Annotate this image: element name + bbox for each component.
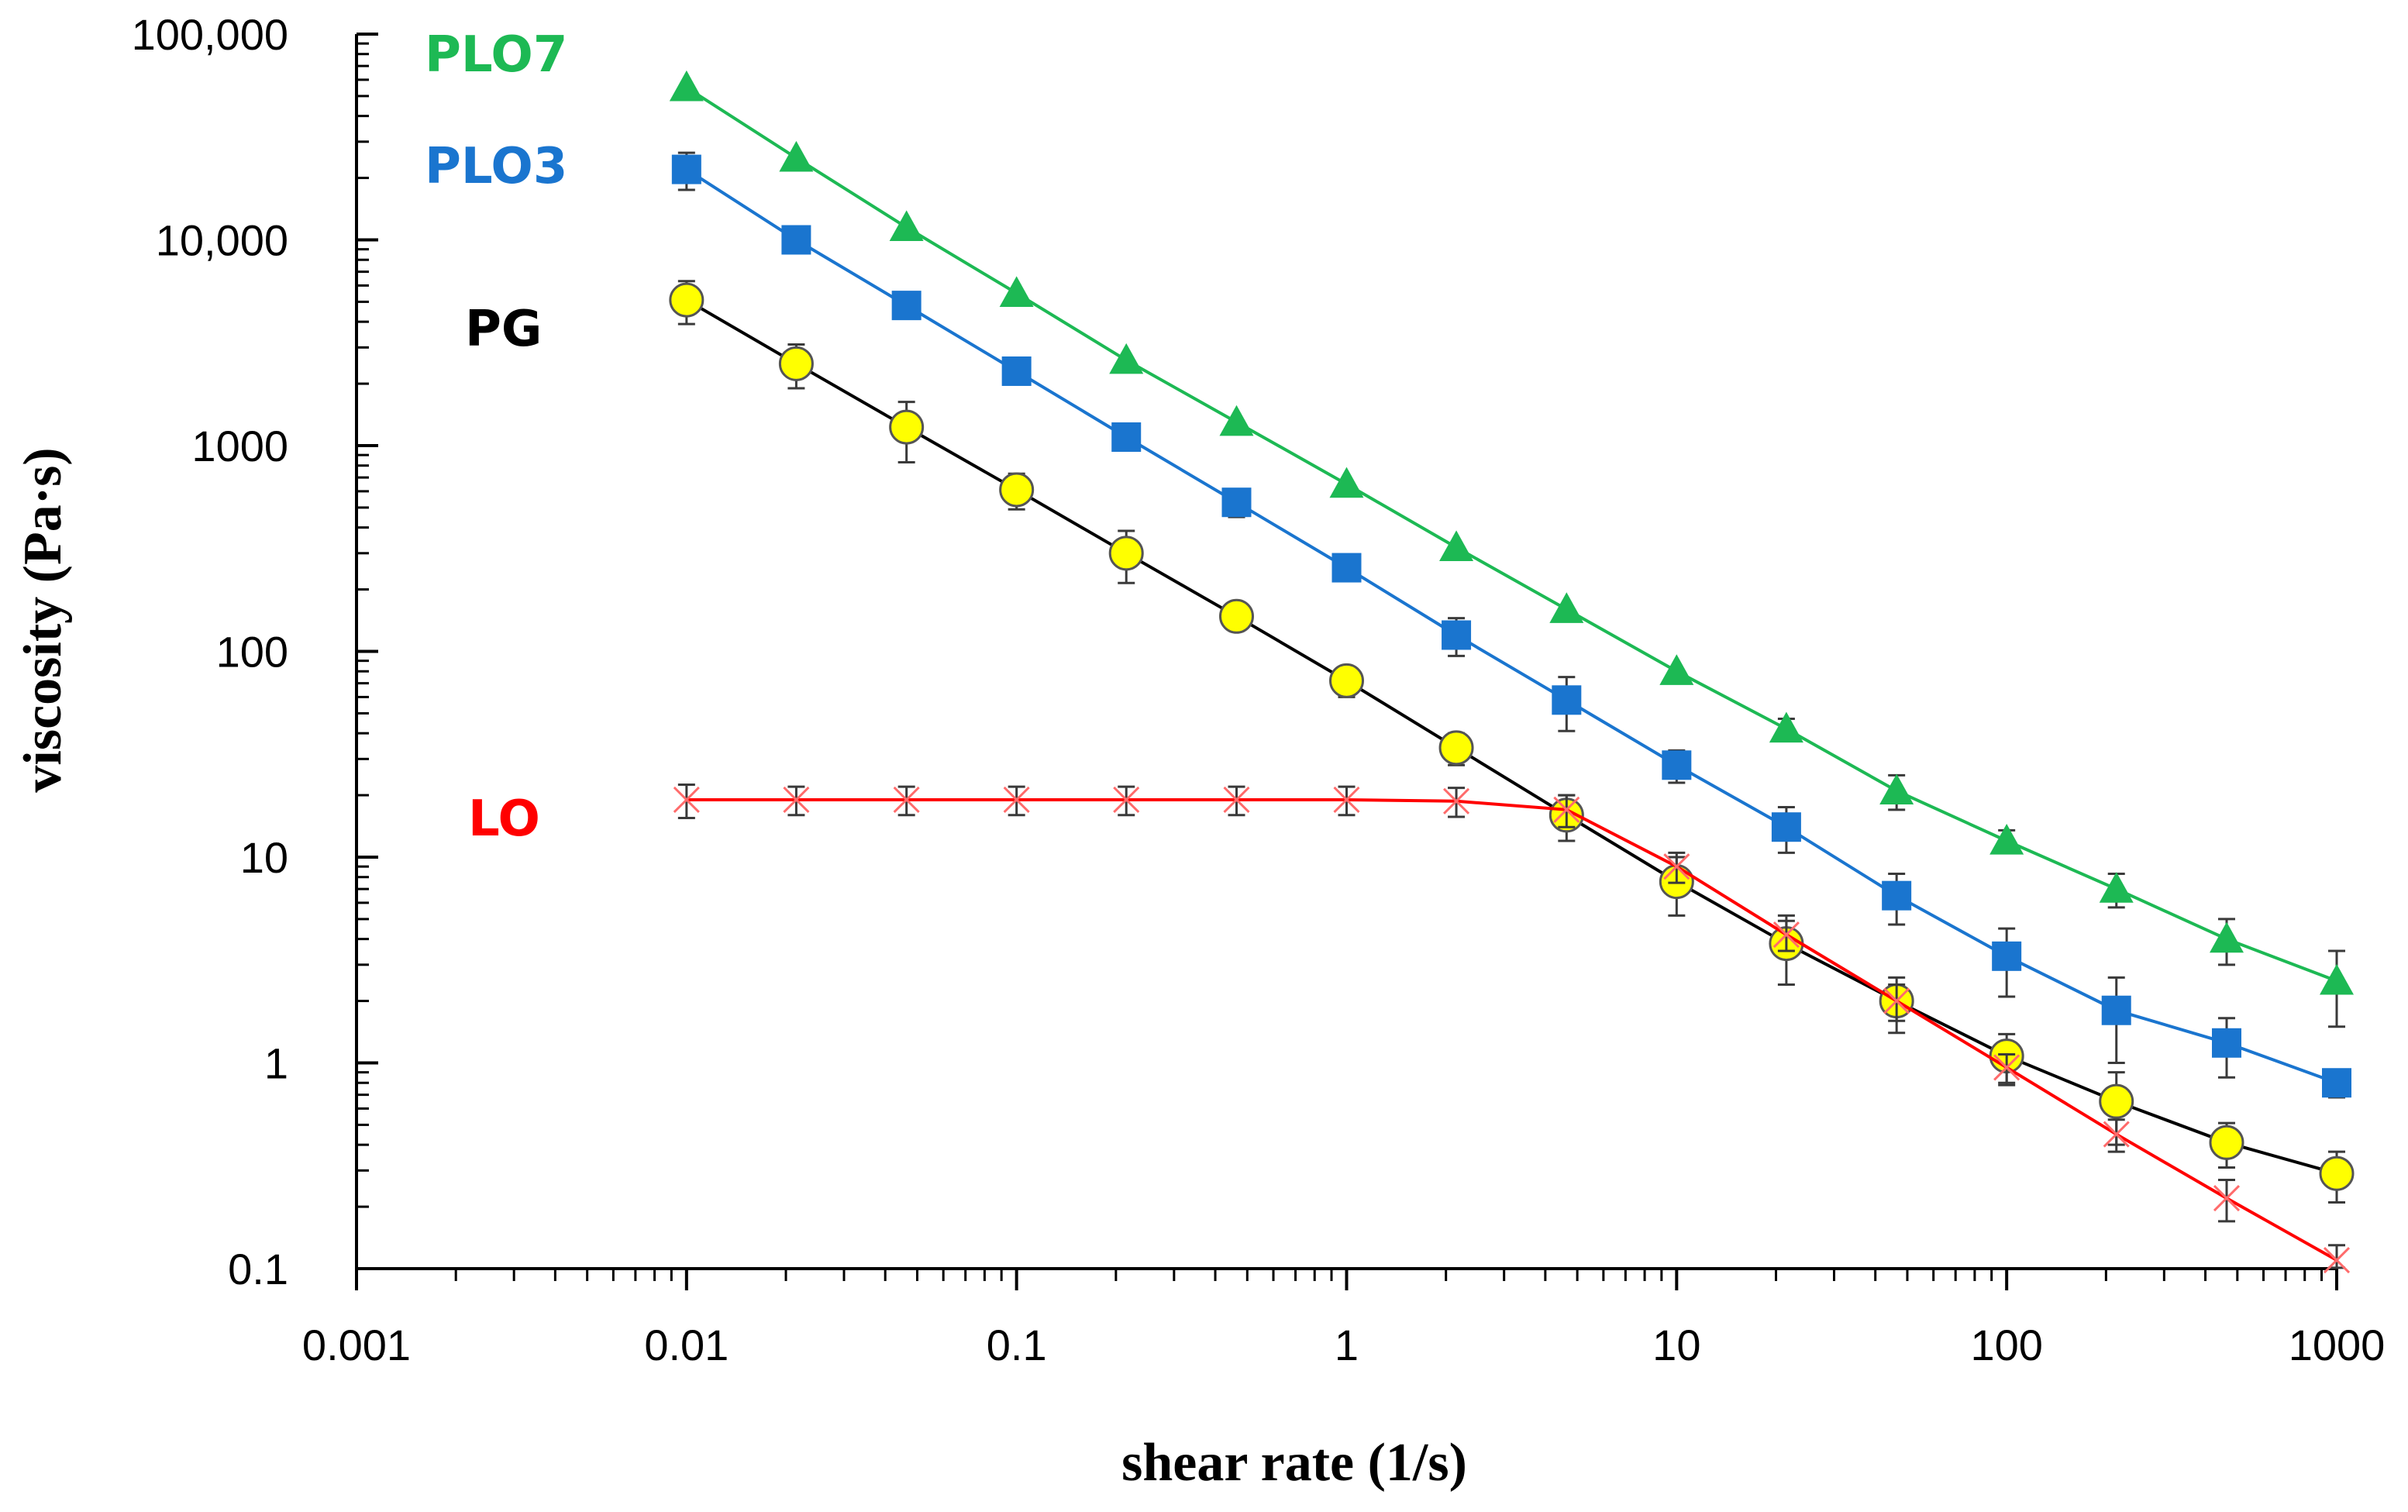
marker-plo7 (1879, 773, 1914, 805)
marker-plo7 (779, 140, 814, 172)
series-plo7 (669, 70, 2354, 1028)
marker-lo (1553, 796, 1580, 823)
marker-plo7 (1989, 823, 2024, 855)
marker-lo (1223, 786, 1250, 814)
marker-plo7 (2099, 872, 2134, 903)
series-label-plo3: PLO3 (425, 138, 567, 195)
marker-pg (778, 346, 814, 381)
marker-plo3 (1992, 941, 2022, 971)
marker-pg (2099, 1083, 2134, 1119)
marker-plo7 (999, 276, 1034, 308)
series-line-lo (686, 798, 2337, 1262)
axes (355, 34, 2337, 1270)
marker-lo (1772, 921, 1800, 949)
marker-pg (1218, 598, 1254, 634)
marker-plo3 (671, 154, 701, 184)
marker-plo7 (1769, 711, 1803, 743)
marker-lo (2103, 1121, 2130, 1148)
marker-pg (2319, 1156, 2355, 1191)
marker-plo7 (1329, 467, 1364, 498)
y-tick-label: 1 (264, 1039, 288, 1088)
marker-pg (999, 472, 1035, 508)
marker-lo (2213, 1185, 2241, 1212)
marker-plo3 (2211, 1028, 2241, 1058)
marker-lo (1993, 1054, 2020, 1081)
series-line-pg (685, 298, 2337, 1176)
marker-lo (2323, 1246, 2351, 1274)
y-axis-title: viscosity (Pa·s) (13, 447, 73, 792)
marker-plo3 (1442, 620, 1472, 650)
marker-plo3 (2101, 995, 2131, 1025)
marker-pg (1329, 663, 1364, 698)
marker-pg (2209, 1125, 2244, 1160)
series-lo (673, 783, 2351, 1274)
marker-lo (1442, 787, 1470, 815)
series-line-plo3 (685, 167, 2337, 1085)
marker-pg (889, 409, 925, 445)
marker-plo3 (1662, 750, 1692, 780)
marker-plo7 (1219, 405, 1254, 436)
series-line-plo7 (685, 86, 2337, 983)
ticks: 0.001 0.01 0.1 1 10 100 1000 0.1 1 10 100 1000 10,00… (132, 10, 2386, 1369)
series-label-lo: LO (468, 790, 540, 848)
marker-plo3 (1882, 880, 1912, 911)
marker-pg (1438, 730, 1474, 766)
series-pg (669, 280, 2355, 1204)
series-layer (669, 70, 2355, 1274)
marker-plo7 (1439, 530, 1474, 561)
marker-plo3 (1111, 422, 1142, 453)
marker-plo7 (889, 210, 924, 241)
marker-plo7 (1659, 654, 1694, 685)
marker-pg (669, 282, 704, 318)
y-tick-label: 1000 (191, 422, 288, 470)
x-tick-label: 0.1 (987, 1321, 1047, 1369)
y-tick-label: 100,000 (132, 10, 288, 59)
marker-plo3 (2322, 1068, 2351, 1098)
y-tick-label: 10,000 (156, 216, 288, 265)
x-tick-label: 10 (1652, 1321, 1700, 1369)
x-tick-label: 1000 (2289, 1321, 2386, 1369)
marker-plo3 (1221, 487, 1252, 518)
marker-lo (1883, 987, 1910, 1014)
x-tick-label: 1 (1335, 1321, 1359, 1369)
marker-plo7 (2320, 963, 2354, 995)
x-axis-title: shear rate (1/s) (1121, 1433, 1467, 1493)
marker-plo7 (2209, 921, 2244, 953)
marker-pg (1108, 536, 1144, 571)
y-tick-label: 0.1 (228, 1245, 288, 1293)
series-label-pg: PG (465, 301, 542, 358)
marker-lo (1333, 786, 1360, 814)
marker-plo3 (891, 291, 922, 321)
x-tick-label: 100 (1970, 1321, 2042, 1369)
marker-plo3 (1771, 812, 1801, 842)
marker-lo (893, 786, 920, 814)
series-plo3 (671, 151, 2351, 1099)
marker-lo (1663, 853, 1690, 880)
series-label-plo7: PLO7 (425, 26, 567, 84)
marker-lo (1113, 786, 1140, 814)
marker-lo (1003, 786, 1030, 814)
marker-plo3 (1001, 356, 1032, 386)
marker-lo (673, 786, 700, 814)
marker-plo7 (669, 70, 704, 102)
x-tick-label: 0.01 (644, 1321, 729, 1369)
x-tick-label: 0.001 (302, 1321, 411, 1369)
marker-lo (783, 786, 810, 814)
y-tick-label: 100 (216, 628, 288, 677)
marker-plo3 (781, 225, 811, 255)
marker-plo3 (1331, 553, 1362, 583)
marker-plo7 (1549, 592, 1584, 623)
marker-plo3 (1552, 685, 1582, 715)
marker-plo7 (1109, 343, 1144, 374)
y-tick-label: 10 (240, 833, 288, 882)
